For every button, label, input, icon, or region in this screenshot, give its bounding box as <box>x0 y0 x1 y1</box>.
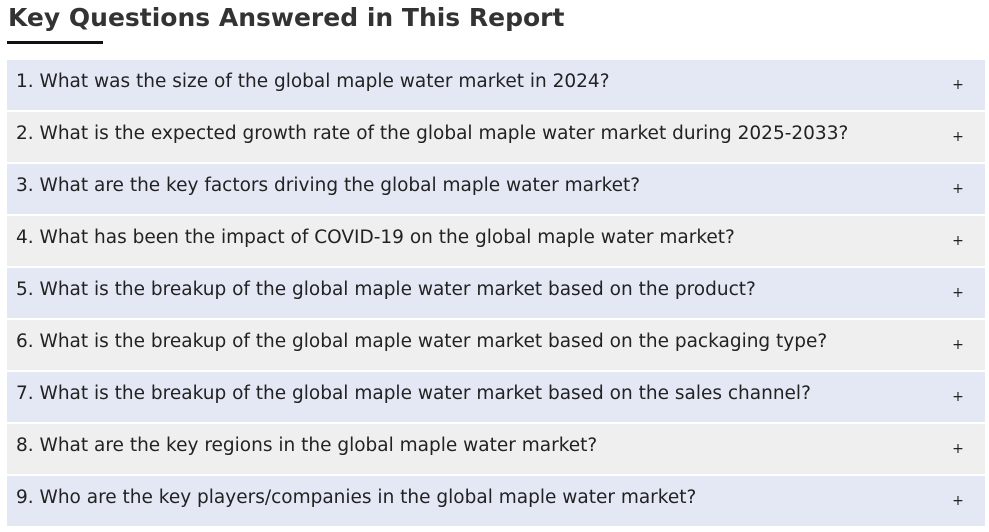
section-title: Key Questions Answered in This Report <box>8 3 565 32</box>
plus-icon[interactable]: + <box>952 181 964 197</box>
faq-item-6[interactable]: 6. What is the breakup of the global map… <box>7 320 985 370</box>
faq-item-3[interactable]: 3. What are the key factors driving the … <box>7 164 985 214</box>
faq-item-5[interactable]: 5. What is the breakup of the global map… <box>7 268 985 318</box>
title-underline <box>7 41 103 44</box>
faq-item-8[interactable]: 8. What are the key regions in the globa… <box>7 424 985 474</box>
faq-item-7[interactable]: 7. What is the breakup of the global map… <box>7 372 985 422</box>
faq-item-1[interactable]: 1. What was the size of the global maple… <box>7 60 985 110</box>
faq-question: 3. What are the key factors driving the … <box>16 175 641 196</box>
faq-item-2[interactable]: 2. What is the expected growth rate of t… <box>7 112 985 162</box>
plus-icon[interactable]: + <box>952 493 964 509</box>
plus-icon[interactable]: + <box>952 389 964 405</box>
faq-question: 8. What are the key regions in the globa… <box>16 435 598 456</box>
faq-question: 5. What is the breakup of the global map… <box>16 279 756 300</box>
faq-question: 1. What was the size of the global maple… <box>16 71 610 92</box>
faq-question: 4. What has been the impact of COVID-19 … <box>16 227 735 248</box>
faq-item-4[interactable]: 4. What has been the impact of COVID-19 … <box>7 216 985 266</box>
plus-icon[interactable]: + <box>952 441 964 457</box>
plus-icon[interactable]: + <box>952 337 964 353</box>
faq-accordion: 1. What was the size of the global maple… <box>7 60 985 528</box>
plus-icon[interactable]: + <box>952 233 964 249</box>
plus-icon[interactable]: + <box>952 285 964 301</box>
plus-icon[interactable]: + <box>952 129 964 145</box>
plus-icon[interactable]: + <box>952 77 964 93</box>
faq-item-9[interactable]: 9. Who are the key players/companies in … <box>7 476 985 526</box>
faq-question: 6. What is the breakup of the global map… <box>16 331 828 352</box>
faq-question: 7. What is the breakup of the global map… <box>16 383 811 404</box>
faq-question: 2. What is the expected growth rate of t… <box>16 123 849 144</box>
faq-question: 9. Who are the key players/companies in … <box>16 487 697 508</box>
